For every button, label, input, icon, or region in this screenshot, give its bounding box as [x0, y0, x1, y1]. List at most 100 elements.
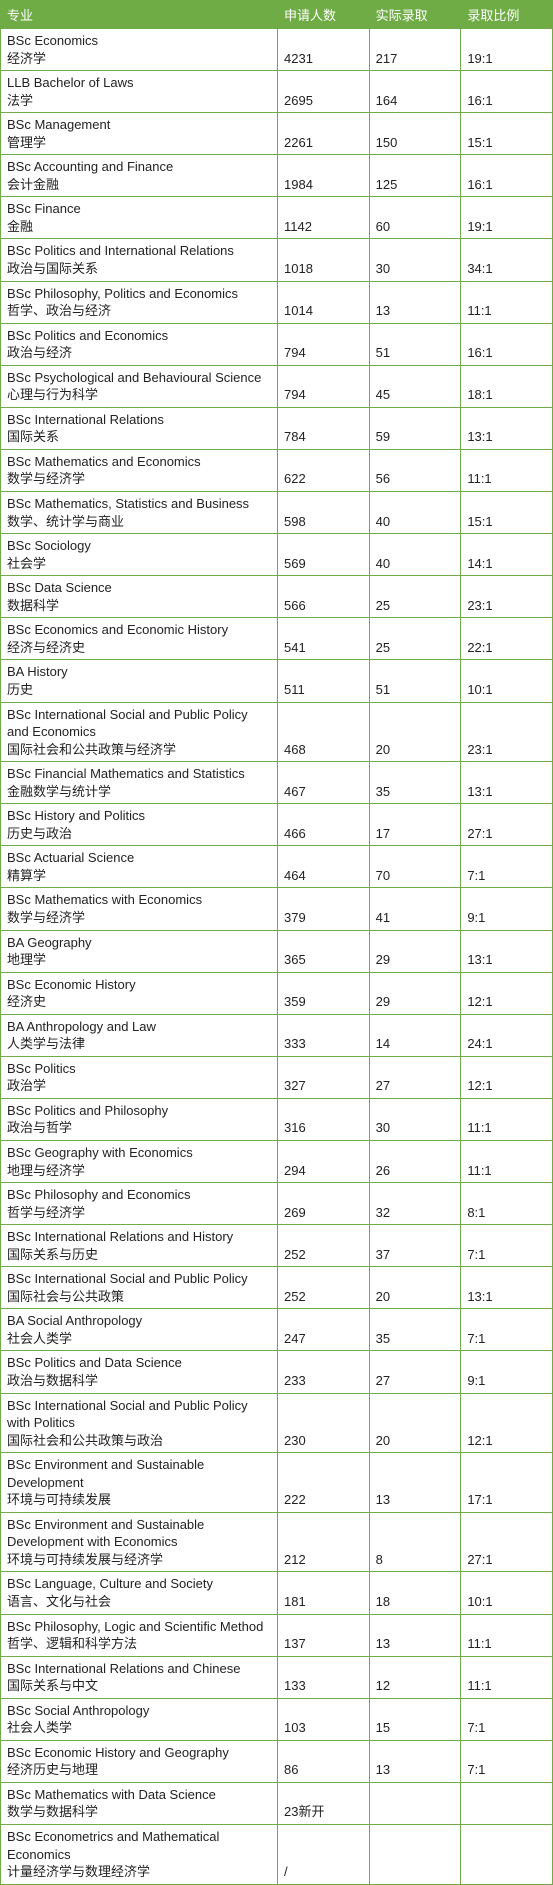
major-en: BSc Politics and Data Science [7, 1354, 271, 1372]
cell-applicants: 468 [278, 702, 370, 762]
cell-major: BSc Finance金融 [1, 197, 278, 239]
cell-ratio: 12:1 [461, 1056, 553, 1098]
cell-applicants: 794 [278, 365, 370, 407]
major-cn: 政治学 [7, 1077, 271, 1095]
major-en: BSc International Relations and History [7, 1228, 271, 1246]
cell-applicants: 316 [278, 1098, 370, 1140]
cell-ratio: 7:1 [461, 1740, 553, 1782]
cell-ratio: 7:1 [461, 1225, 553, 1267]
major-en: BSc Sociology [7, 537, 271, 555]
cell-applicants: 23新开 [278, 1782, 370, 1824]
cell-admitted: 26 [369, 1140, 461, 1182]
major-cn: 国际社会和公共政策与政治 [7, 1432, 271, 1450]
major-en: BSc Philosophy, Logic and Scientific Met… [7, 1618, 271, 1636]
cell-major: BSc International Social and Public Poli… [1, 1393, 278, 1453]
cell-admitted: 30 [369, 1098, 461, 1140]
cell-applicants: 511 [278, 660, 370, 702]
table-row: BSc Economic History经济史3592912:1 [1, 972, 553, 1014]
table-row: BSc Mathematics and Economics数学与经济学62256… [1, 449, 553, 491]
cell-major: BSc Data Science数据科学 [1, 576, 278, 618]
major-cn: 国际社会与公共政策 [7, 1288, 271, 1306]
cell-ratio: 7:1 [461, 1309, 553, 1351]
cell-major: BSc Mathematics with Economics数学与经济学 [1, 888, 278, 930]
major-en: BSc Econometrics and Mathematical Econom… [7, 1828, 271, 1863]
cell-applicants: 333 [278, 1014, 370, 1056]
cell-applicants: 137 [278, 1614, 370, 1656]
table-row: BSc Mathematics, Statistics and Business… [1, 492, 553, 534]
major-cn: 地理学 [7, 951, 271, 969]
cell-admitted: 70 [369, 846, 461, 888]
table-row: BSc Philosophy, Logic and Scientific Met… [1, 1614, 553, 1656]
cell-admitted: 20 [369, 1267, 461, 1309]
table-row: BSc Philosophy, Politics and Economics哲学… [1, 281, 553, 323]
major-cn: 人类学与法律 [7, 1035, 271, 1053]
cell-applicants: 252 [278, 1225, 370, 1267]
major-cn: 计量经济学与数理经济学 [7, 1863, 271, 1881]
cell-admitted: 17 [369, 804, 461, 846]
major-en: BSc International Social and Public Poli… [7, 1397, 271, 1432]
cell-major: BSc Mathematics and Economics数学与经济学 [1, 449, 278, 491]
cell-ratio [461, 1782, 553, 1824]
cell-major: BSc Politics and Economics政治与经济 [1, 323, 278, 365]
cell-admitted [369, 1782, 461, 1824]
cell-ratio: 22:1 [461, 618, 553, 660]
major-cn: 环境与可持续发展与经济学 [7, 1551, 271, 1569]
cell-ratio: 13:1 [461, 762, 553, 804]
cell-admitted: 27 [369, 1056, 461, 1098]
cell-applicants: 2695 [278, 71, 370, 113]
table-row: BSc Accounting and Finance会计金融198412516:… [1, 155, 553, 197]
major-cn: 国际社会和公共政策与经济学 [7, 741, 271, 759]
cell-ratio: 8:1 [461, 1183, 553, 1225]
cell-applicants: 1018 [278, 239, 370, 281]
cell-admitted: 13 [369, 1740, 461, 1782]
cell-ratio: 13:1 [461, 407, 553, 449]
cell-ratio: 13:1 [461, 930, 553, 972]
cell-applicants: 103 [278, 1698, 370, 1740]
table-row: BSc Economics经济学423121719:1 [1, 29, 553, 71]
major-cn: 环境与可持续发展 [7, 1491, 271, 1509]
major-cn: 金融数学与统计学 [7, 783, 271, 801]
major-cn: 数学与经济学 [7, 470, 271, 488]
table-row: BSc Management管理学226115015:1 [1, 113, 553, 155]
major-en: BSc Mathematics with Economics [7, 891, 271, 909]
cell-admitted: 29 [369, 972, 461, 1014]
cell-ratio: 10:1 [461, 1572, 553, 1614]
col-header-ratio: 录取比例 [461, 1, 553, 29]
major-cn: 数学与数据科学 [7, 1803, 271, 1821]
cell-ratio: 16:1 [461, 71, 553, 113]
cell-applicants: 1984 [278, 155, 370, 197]
cell-ratio: 27:1 [461, 804, 553, 846]
cell-admitted: 15 [369, 1698, 461, 1740]
table-row: BSc Economics and Economic History经济与经济史… [1, 618, 553, 660]
table-row: BSc Geography with Economics地理与经济学294261… [1, 1140, 553, 1182]
table-row: BSc International Relations and Chinese国… [1, 1656, 553, 1698]
cell-applicants: 794 [278, 323, 370, 365]
cell-ratio: 11:1 [461, 1140, 553, 1182]
cell-major: BA Social Anthropology社会人类学 [1, 1309, 278, 1351]
cell-major: BSc Psychological and Behavioural Scienc… [1, 365, 278, 407]
cell-applicants: 464 [278, 846, 370, 888]
major-en: BSc Geography with Economics [7, 1144, 271, 1162]
cell-applicants: 181 [278, 1572, 370, 1614]
major-cn: 数据科学 [7, 597, 271, 615]
major-cn: 社会学 [7, 555, 271, 573]
cell-admitted: 20 [369, 702, 461, 762]
table-row: BSc International Relations and History国… [1, 1225, 553, 1267]
cell-ratio: 9:1 [461, 1351, 553, 1393]
cell-admitted: 60 [369, 197, 461, 239]
major-cn: 数学与经济学 [7, 909, 271, 927]
major-cn: 会计金融 [7, 176, 271, 194]
major-en: BSc Politics and Economics [7, 327, 271, 345]
cell-applicants: 622 [278, 449, 370, 491]
cell-admitted: 51 [369, 660, 461, 702]
cell-admitted: 32 [369, 1183, 461, 1225]
major-en: BA Social Anthropology [7, 1312, 271, 1330]
table-row: BSc International Social and Public Poli… [1, 702, 553, 762]
cell-major: BSc Politics政治学 [1, 1056, 278, 1098]
cell-major: BA History历史 [1, 660, 278, 702]
major-cn: 精算学 [7, 867, 271, 885]
major-cn: 经济历史与地理 [7, 1761, 271, 1779]
major-cn: 社会人类学 [7, 1330, 271, 1348]
cell-admitted: 51 [369, 323, 461, 365]
cell-admitted: 30 [369, 239, 461, 281]
